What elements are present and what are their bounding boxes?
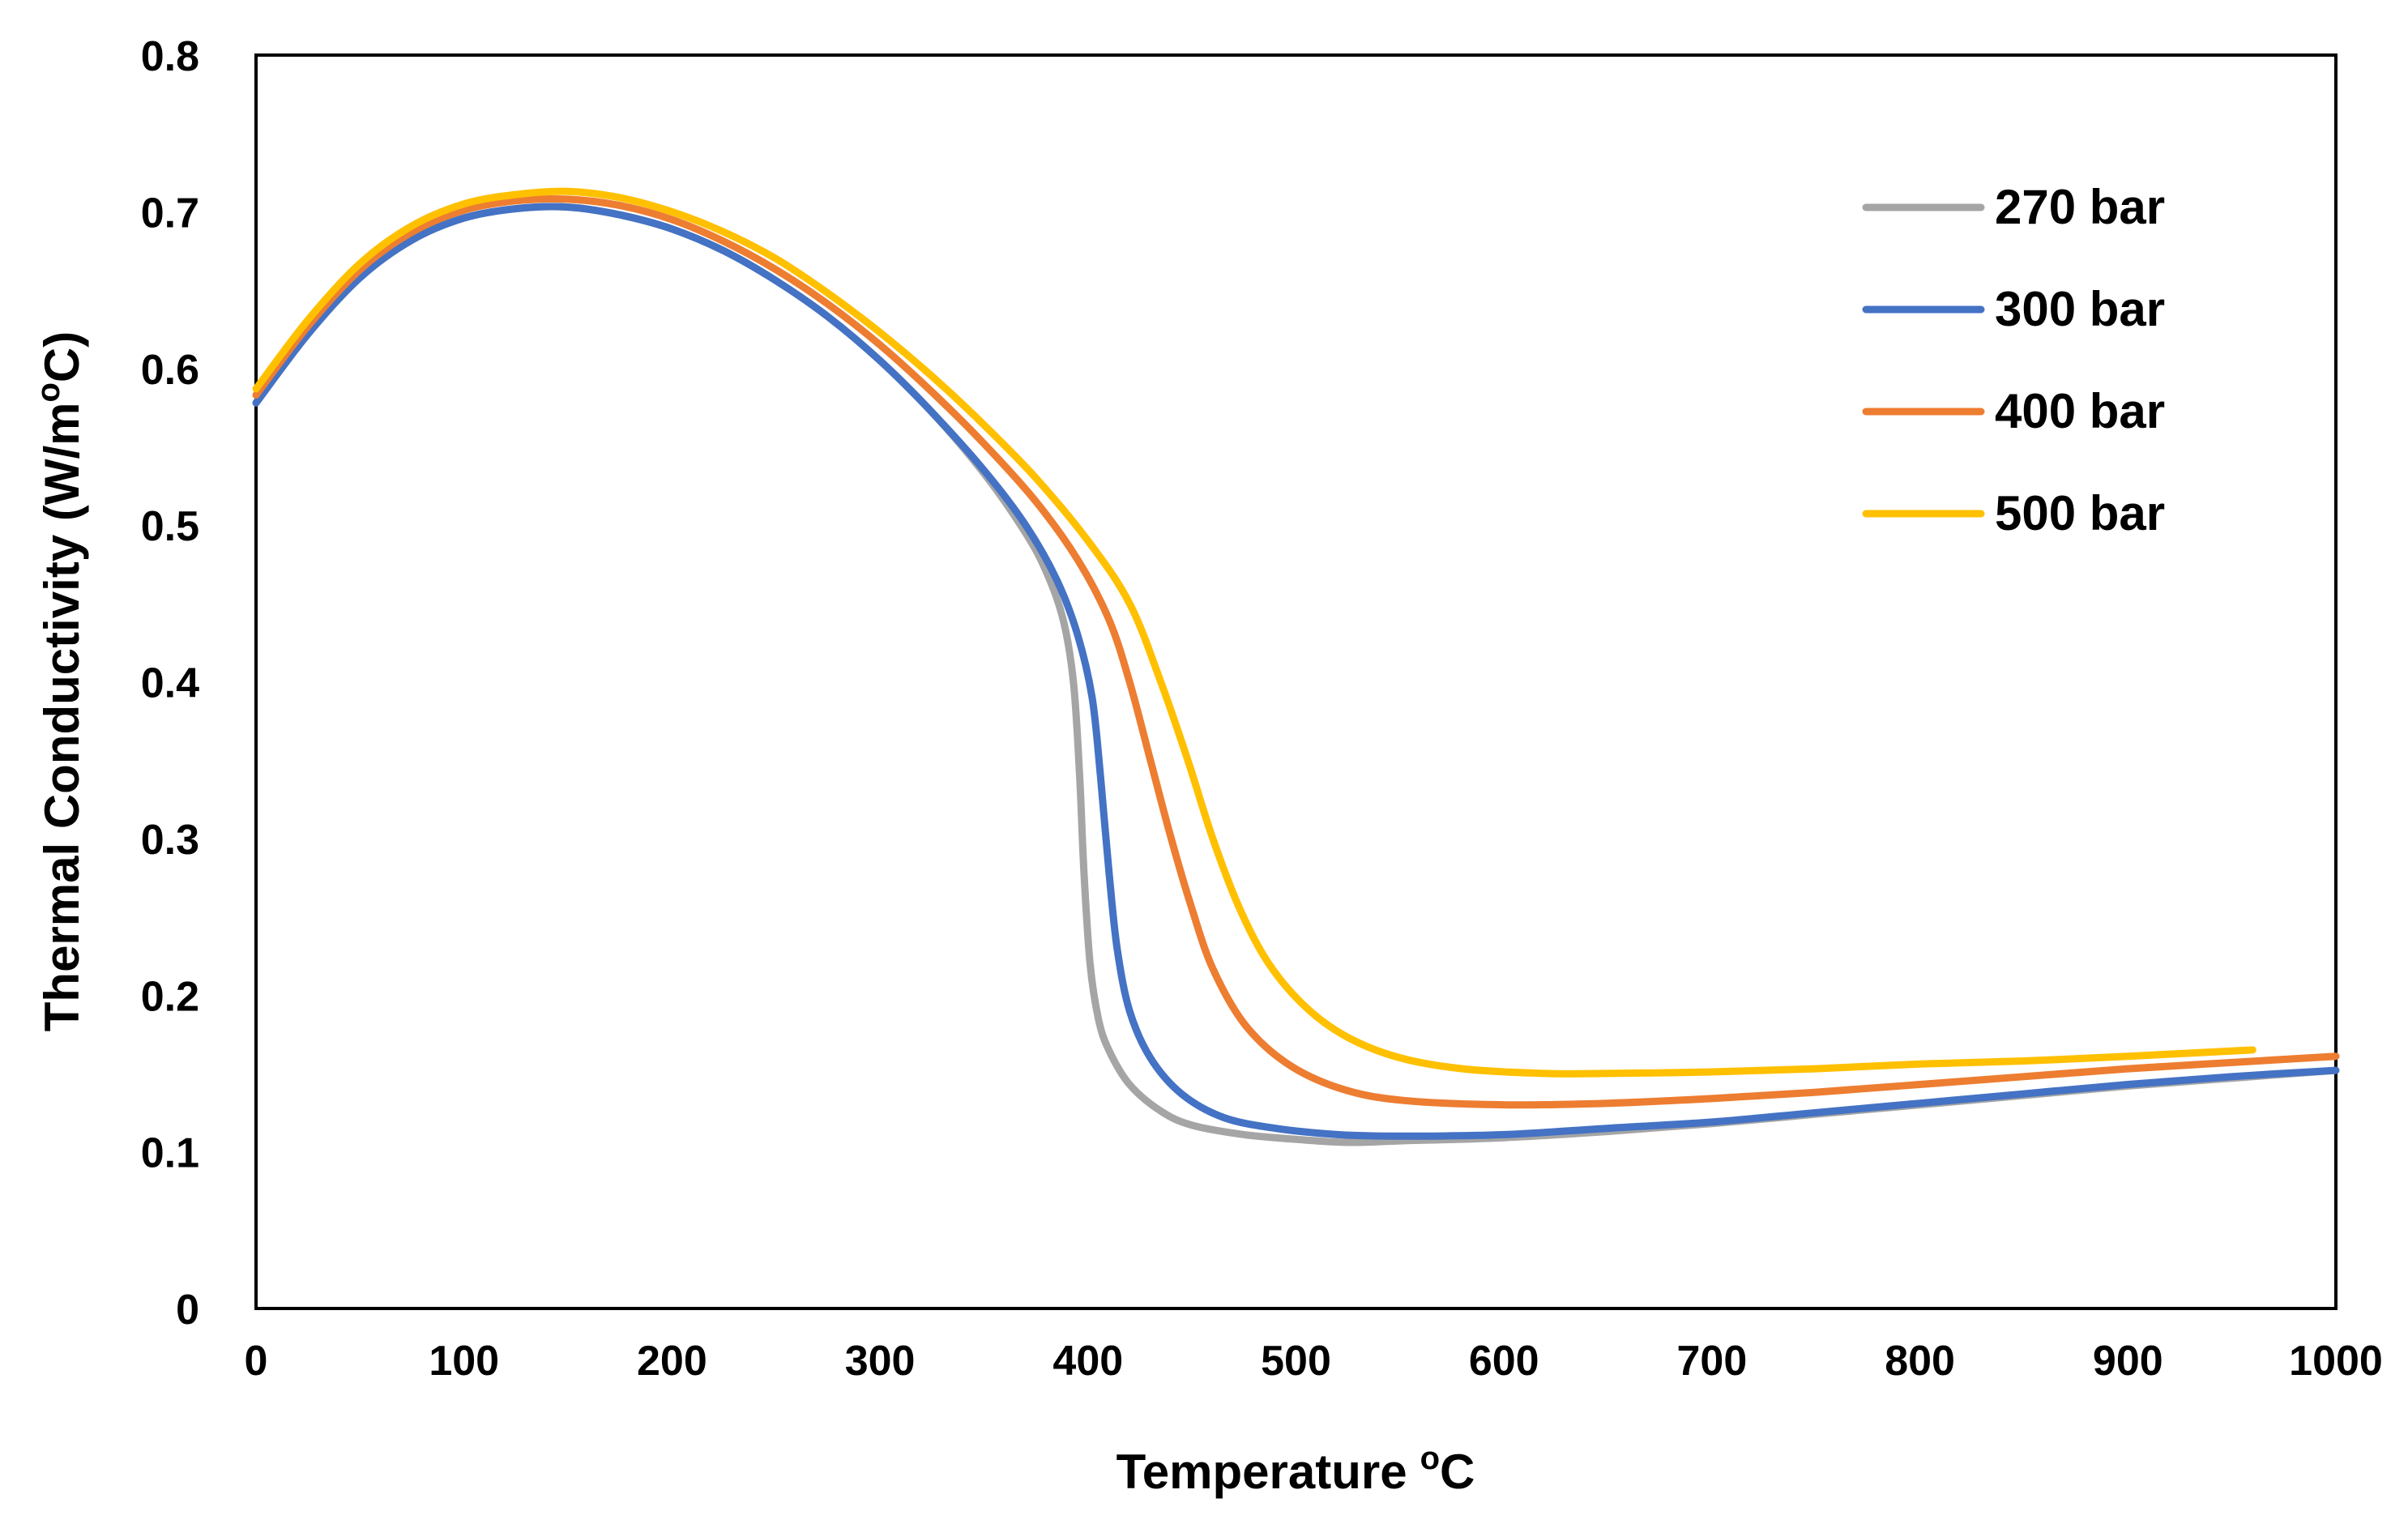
- x-tick-label: 1000: [2289, 1338, 2383, 1385]
- y-tick-label: 0.7: [141, 190, 199, 237]
- x-tick-label: 400: [1052, 1338, 1123, 1385]
- legend-label-270-bar: 270 bar: [1995, 180, 2165, 234]
- x-axis-unit: C: [1440, 1445, 1475, 1499]
- x-tick-label: 800: [1885, 1338, 1955, 1385]
- y-tick-label: 0.3: [141, 817, 199, 864]
- y-tick-label: 0.6: [141, 347, 199, 394]
- y-tick-label: 0.4: [141, 660, 199, 707]
- x-axis-degree-sup: o: [1420, 1441, 1440, 1476]
- y-tick-label: 0.5: [141, 503, 199, 550]
- legend-item-400-bar: 400 bar: [1862, 384, 2165, 438]
- series-line-300-bar: [252, 203, 2340, 1140]
- x-tick-label: 500: [1261, 1338, 1331, 1385]
- y-tick-label: 0.8: [141, 33, 199, 80]
- x-tick-label: 100: [429, 1338, 499, 1385]
- x-axis-ticks: 0 100 200 300 400 500 600 700 800 900 1000: [245, 1338, 2383, 1385]
- series-line-400-bar: [252, 194, 2340, 1109]
- legend-label-400-bar: 400 bar: [1995, 384, 2165, 438]
- x-tick-label: 0: [245, 1338, 268, 1385]
- legend-item-270-bar: 270 bar: [1862, 180, 2165, 234]
- y-axis-degree-sup: o: [31, 382, 66, 402]
- y-tick-label: 0.2: [141, 973, 199, 1020]
- legend-item-300-bar: 300 bar: [1862, 282, 2165, 336]
- plot-frame: [254, 53, 2338, 1310]
- x-axis-title-text: Temperature: [1116, 1445, 1407, 1499]
- y-axis-title: Thermal Conductivity (W/moC): [31, 331, 89, 1031]
- y-tick-label: 0: [176, 1287, 199, 1334]
- y-tick-label: 0.1: [141, 1130, 199, 1177]
- legend-item-500-bar: 500 bar: [1862, 486, 2165, 540]
- x-tick-label: 900: [2093, 1338, 2163, 1385]
- y-axis-unit: C): [35, 331, 89, 382]
- legend-label-300-bar: 300 bar: [1995, 282, 2165, 336]
- legend-label-500-bar: 500 bar: [1995, 486, 2165, 540]
- x-tick-label: 300: [845, 1338, 916, 1385]
- x-tick-label: 700: [1677, 1338, 1748, 1385]
- series-line-500-bar: [252, 187, 2256, 1078]
- x-axis-title: Temperature oC: [1116, 1441, 1475, 1499]
- legend: 270 bar 300 bar 400 bar 500 bar: [1862, 180, 2165, 540]
- x-tick-label: 600: [1469, 1338, 1539, 1385]
- series-layer: [252, 187, 2340, 1146]
- y-axis-ticks: 0 0.1 0.2 0.3 0.4 0.5 0.6 0.7 0.8: [141, 33, 199, 1334]
- x-tick-label: 200: [637, 1338, 707, 1385]
- y-axis-title-text: Thermal Conductivity (W/m: [35, 403, 89, 1032]
